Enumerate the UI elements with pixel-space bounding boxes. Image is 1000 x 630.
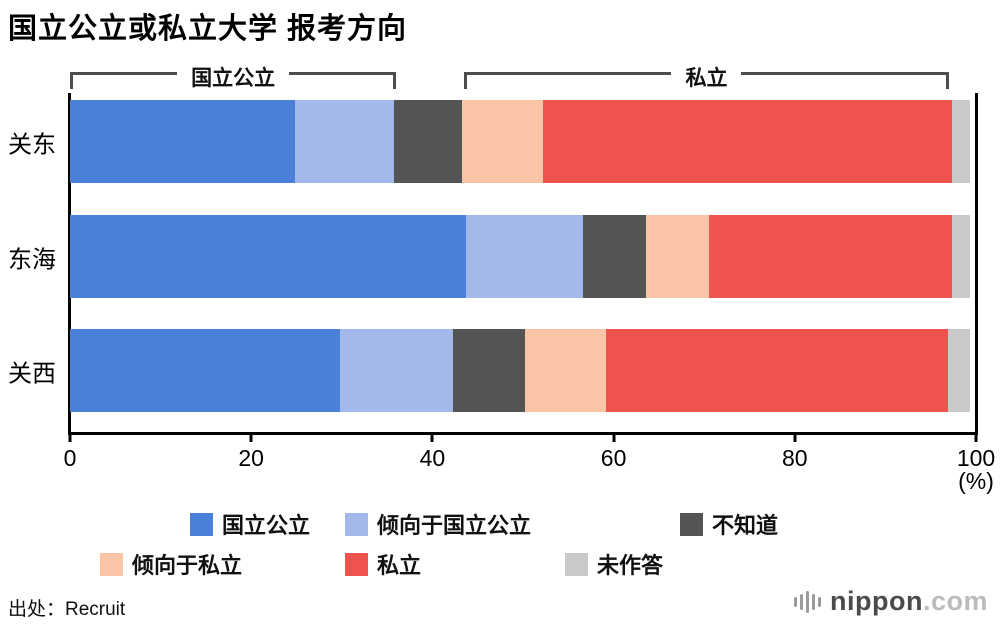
legend-swatch: [680, 512, 703, 536]
x-tick: [430, 433, 434, 442]
bar-segment-4: [646, 215, 709, 298]
bracket-annotations: 国立公立 私立: [70, 62, 976, 94]
bar-row-3: [70, 329, 970, 412]
legend-item-3: 不知道: [680, 508, 778, 540]
x-tick-label: 20: [238, 445, 264, 471]
x-tick: [974, 433, 978, 442]
bar-segment-4: [524, 329, 606, 412]
x-tick: [793, 433, 797, 442]
legend-label: 倾向于私立: [132, 553, 243, 578]
logo-nippon-text: nippon: [830, 586, 923, 616]
bracket-1: 国立公立: [70, 62, 397, 92]
x-axis: 0 20 40 60 80 100: [64, 433, 995, 481]
legend-item-6: 未作答: [565, 548, 663, 580]
bar-segment-1: [70, 329, 340, 412]
nippon-logo-icon: [794, 590, 821, 613]
legend-label: 国立公立: [222, 513, 311, 538]
x-axis-line: [68, 432, 978, 435]
category-label-2: 东海: [8, 246, 56, 273]
plot-area: [68, 93, 978, 435]
bar-segment-2: [295, 100, 394, 183]
bar-segment-1: [70, 215, 466, 298]
nippon-logo: nippon .com: [794, 586, 988, 617]
legend: 国立公立 倾向于国立公立 不知道倾向于私立 私立 未作答: [0, 504, 1000, 580]
legend-swatch: [565, 552, 588, 576]
bracket-label: 私立: [671, 62, 742, 92]
x-tick-label: 0: [63, 445, 77, 471]
bar-segment-6: [952, 100, 970, 183]
logo-com-text: .com: [922, 586, 988, 616]
bar-row-2: [70, 215, 970, 298]
x-axis-unit: (%): [958, 468, 994, 494]
x-tick-label: 100: [956, 445, 996, 471]
bar-row-1: [70, 100, 970, 183]
legend-swatch: [190, 512, 213, 536]
category-label-1: 关东: [8, 131, 56, 158]
legend-item-5: 私立: [345, 548, 421, 580]
x-tick: [249, 433, 253, 442]
chart-title: 国立公立或私立大学 报考方向: [8, 13, 408, 45]
y-axis-line: [68, 93, 71, 432]
right-boundary-line: [975, 93, 978, 432]
legend-swatch: [345, 512, 368, 536]
category-label-3: 关西: [8, 360, 56, 387]
bracket-label: 国立公立: [177, 62, 290, 92]
source-text: 出处：Recruit: [8, 599, 126, 620]
legend-item-2: 倾向于国立公立: [345, 508, 531, 540]
bar-segment-5: [709, 215, 952, 298]
legend-item-1: 国立公立: [190, 508, 310, 540]
x-tick: [612, 433, 616, 442]
bar-segment-2: [466, 215, 583, 298]
bar-segment-1: [70, 100, 295, 183]
bar-segment-2: [340, 329, 453, 412]
bar-segment-3: [452, 329, 525, 412]
legend-swatch: [100, 552, 123, 576]
legend-label: 未作答: [597, 553, 664, 578]
x-tick-label: 80: [782, 445, 808, 471]
bar-segment-4: [461, 100, 543, 183]
x-tick-label: 60: [600, 445, 627, 471]
bar-segment-6: [947, 329, 970, 412]
bar-segment-3: [583, 215, 646, 298]
legend-item-4: 倾向于私立: [100, 548, 242, 580]
legend-label: 不知道: [712, 513, 779, 538]
bracket-2: 私立: [464, 62, 949, 92]
bar-segment-5: [605, 329, 948, 412]
legend-label: 私立: [377, 553, 422, 578]
bar-segment-6: [952, 215, 970, 298]
x-tick: [68, 433, 72, 442]
legend-swatch: [345, 552, 368, 576]
legend-label: 倾向于国立公立: [377, 513, 532, 538]
x-tick-label: 40: [419, 445, 446, 471]
bar-segment-3: [394, 100, 462, 183]
bar-segment-5: [542, 100, 952, 183]
